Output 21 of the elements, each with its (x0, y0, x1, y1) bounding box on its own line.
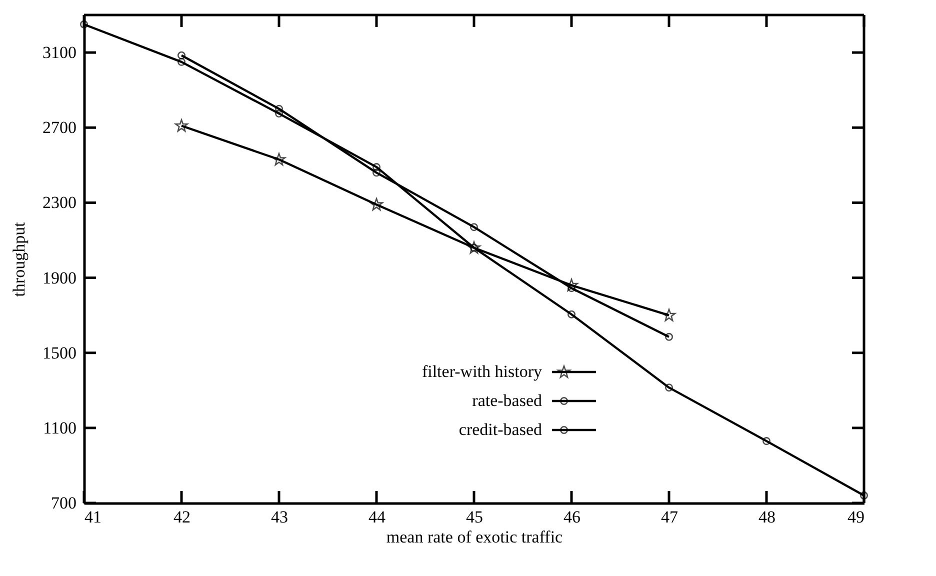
x-tick-label: 45 (466, 508, 483, 526)
x-tick-label: 49 (848, 508, 864, 526)
y-axis-title: throughput (10, 222, 28, 297)
legend-label: rate-based (472, 391, 542, 410)
x-tick-label: 46 (564, 508, 580, 526)
y-tick-label: 1100 (43, 418, 76, 438)
x-tick-label: 47 (661, 508, 678, 526)
legend-label: filter-with history (422, 362, 542, 381)
y-tick-label: 1500 (42, 343, 76, 362)
x-tick-label: 42 (174, 508, 190, 526)
y-tick-label: 1900 (42, 268, 76, 288)
y-tick-label: 3100 (42, 43, 76, 62)
x-tick-label: 41 (84, 508, 102, 526)
y-tick-label: 700 (51, 494, 76, 512)
x-tick-label: 43 (271, 508, 288, 526)
legend-label: credit-based (458, 420, 542, 439)
x-tick-label: 44 (368, 508, 386, 526)
y-tick-label: 2300 (42, 193, 76, 212)
x-axis-title: mean rate of exotic traffic (386, 528, 564, 546)
x-tick-label: 48 (758, 508, 776, 526)
y-tick-label: 2700 (42, 118, 76, 138)
